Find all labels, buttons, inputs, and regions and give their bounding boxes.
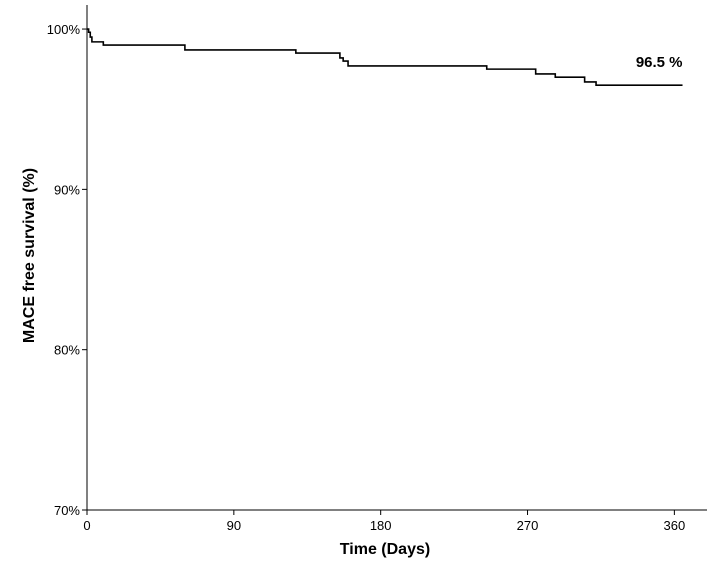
tick-layer: 70% 80% 90% 100% 0 90 180 270 360 <box>47 22 685 533</box>
x-tick-label: 270 <box>517 518 539 533</box>
x-tick-label: 90 <box>227 518 241 533</box>
x-tick-label: 360 <box>664 518 686 533</box>
x-axis-title: Time (Days) <box>340 541 430 558</box>
label-layer: 96.5 % Time (Days) MACE free survival (%) <box>21 54 683 558</box>
series-layer <box>87 28 683 86</box>
x-tick-label: 0 <box>83 518 90 533</box>
y-tick-label: 100% <box>47 22 81 37</box>
y-axis-title: MACE free survival (%) <box>21 168 38 343</box>
axes <box>82 5 707 515</box>
y-tick-label: 80% <box>54 343 80 358</box>
end-value-annotation: 96.5 % <box>636 54 683 71</box>
y-tick-label: 70% <box>54 503 80 518</box>
survival-curve-0 <box>87 28 683 86</box>
y-tick-label: 90% <box>54 182 80 197</box>
x-tick-label: 180 <box>370 518 392 533</box>
